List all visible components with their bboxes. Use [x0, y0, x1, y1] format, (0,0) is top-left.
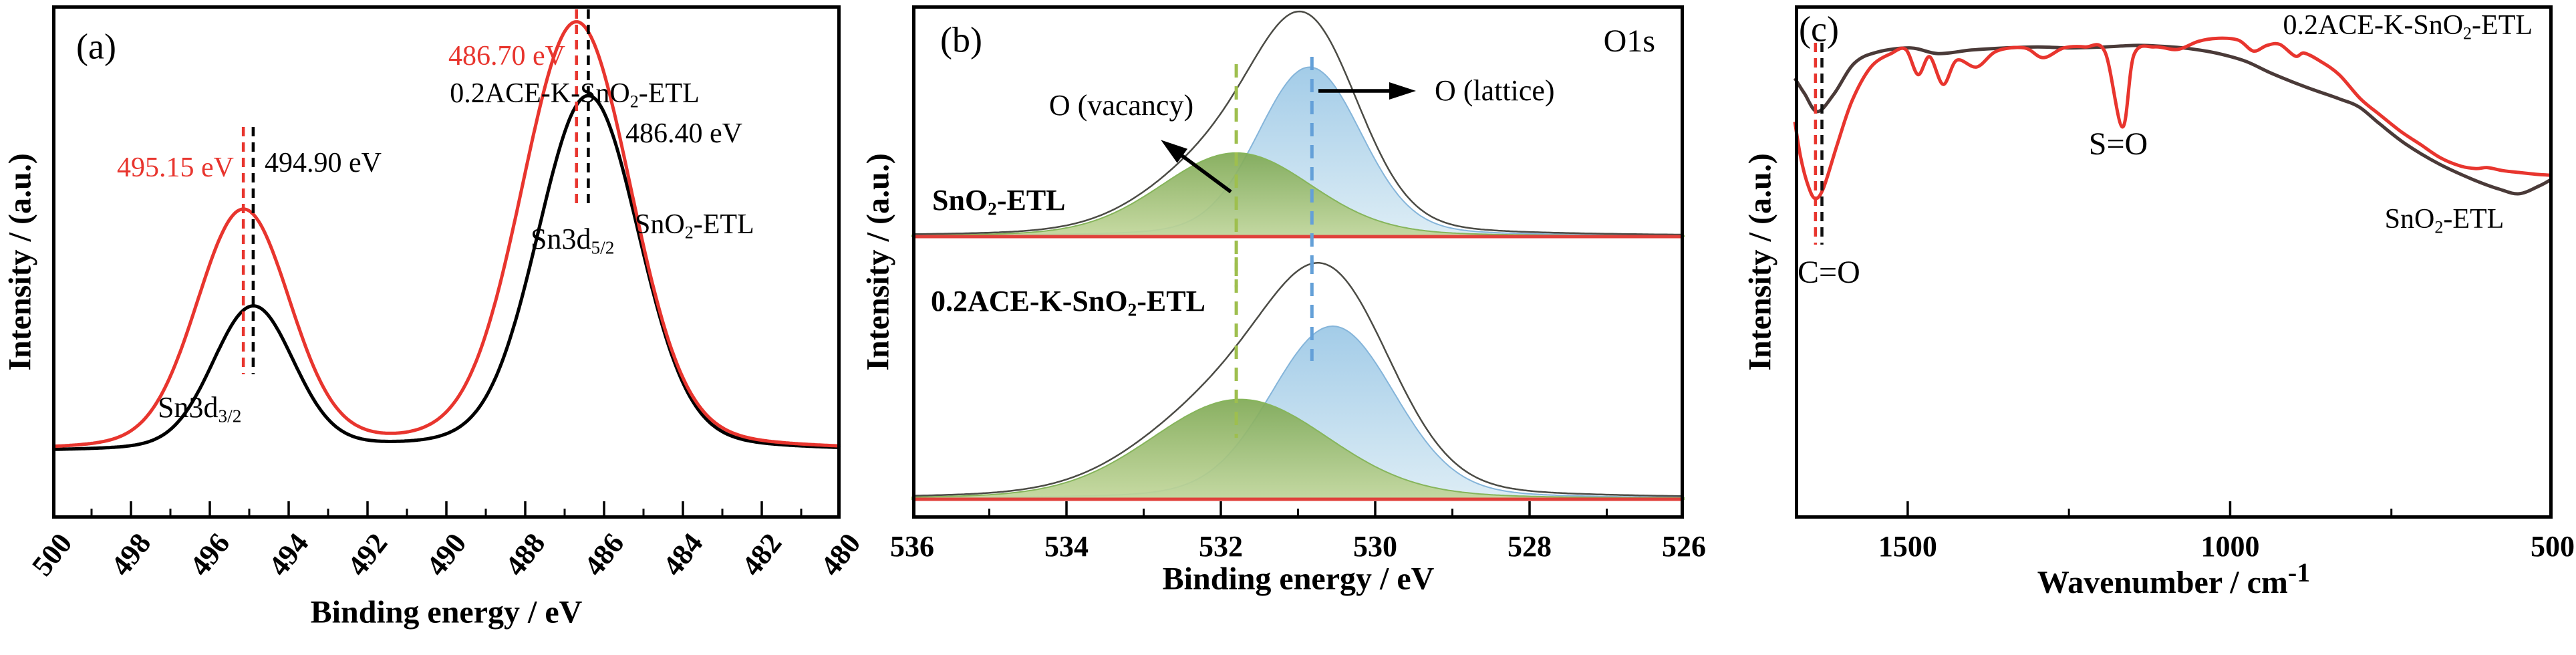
panel_a-tick-label-482: 482	[735, 527, 789, 582]
panel_a-tick-label-494: 494	[262, 527, 315, 582]
panel_a-peak-486-40: 486.40 eV	[625, 118, 742, 149]
panel_c-panel-label-c: (c)	[1799, 9, 1839, 49]
panel_b-frame	[912, 5, 1684, 519]
panel_a-tick-label-500: 500	[25, 527, 79, 582]
panel_a-panel-label-a: (a)	[76, 26, 116, 67]
panel_c-band-co: C=O	[1798, 254, 1860, 290]
panel_a-tick-label-484: 484	[656, 527, 710, 582]
panel_a-peak-494-90: 494.90 eV	[265, 147, 382, 178]
panel_b-tick-label-534: 534	[1044, 530, 1089, 563]
panel_a-label-sn3d32: Sn3d3/2	[158, 390, 242, 426]
panel_a-tick-label-492: 492	[341, 527, 394, 582]
curve-0.2ACE-K-SnO2-ETL	[51, 20, 841, 448]
panel_a-tick-label-488: 488	[498, 527, 552, 582]
panel_b-plot	[911, 5, 1685, 519]
curve-SnO2-ETL	[51, 94, 841, 451]
panel_c-y-axis-label: Intensity / (a.u.)	[1742, 153, 1778, 371]
panel_a-plot	[51, 5, 841, 519]
panel_b-tick-label-530: 530	[1353, 530, 1397, 563]
panel_c-frame	[1795, 5, 2553, 519]
panel_c-plot	[1793, 5, 2553, 519]
panel_a-frame	[52, 5, 841, 519]
panel_a-label-sn3d52: Sn3d5/2	[531, 222, 615, 258]
panel_b-sample-ace: 0.2ACE-K-SnO2-ETL	[931, 284, 1205, 320]
curve-0.2ACE-K-SnO2-ETL	[1793, 36, 2552, 201]
panel_b-y-axis-label: Intensity / (a.u.)	[860, 153, 896, 371]
panel_c-tick-label-500: 500	[2531, 530, 2575, 563]
fit-envelope-sub2	[911, 262, 1684, 497]
panel_b-tick-label-536: 536	[890, 530, 934, 563]
panel_b-component-vacancy-label: O (vacancy)	[1048, 88, 1194, 122]
panel_a-peak-495-15: 495.15 eV	[117, 152, 234, 183]
panel_b-core-level-label: O1s	[1603, 23, 1655, 59]
arrowhead	[1389, 82, 1416, 100]
panel_a-y-axis-label: Intensity / (a.u.)	[2, 153, 38, 371]
fit-envelope-sub1	[912, 10, 1684, 236]
panel_a-tick-label-480: 480	[814, 527, 867, 582]
panel_a-tick-label-490: 490	[420, 527, 473, 582]
panel_b-panel-label-b: (b)	[940, 19, 982, 60]
panel_a-sample-sno2: SnO2-ETL	[635, 209, 754, 243]
panel_b-tick-label-526: 526	[1662, 530, 1706, 563]
panel_c-sample-ace: 0.2ACE-K-SnO2-ETL	[2283, 10, 2533, 43]
panel_a-peak-486-70: 486.70 eV	[448, 40, 565, 72]
arrowhead	[1161, 140, 1188, 163]
panel_a-sample-ace: 0.2ACE-K-SnO2-ETL	[450, 78, 700, 112]
panel_b-x-axis-label: Binding energy / eV	[1162, 561, 1435, 597]
panel_b-component-lattice-label: O (lattice)	[1435, 74, 1555, 107]
panel_c-band-so: S=O	[2088, 126, 2148, 162]
panel_c-x-axis-label: Wavenumber / cm-1	[2037, 557, 2311, 600]
panel_b-tick-label-532: 532	[1199, 530, 1243, 563]
panel_a-x-axis-label: Binding energy / eV	[310, 594, 583, 630]
fit-green-sub2	[911, 398, 1685, 500]
panel_b-sample-sno2: SnO2-ETL	[932, 183, 1066, 219]
curve-SnO2-ETL	[1793, 43, 2553, 196]
panel_a-tick-label-498: 498	[104, 527, 158, 582]
panel_c-sample-sno2: SnO2-ETL	[2384, 204, 2505, 237]
panel_a-tick-label-486: 486	[577, 527, 631, 582]
panel_c-tick-label-1500: 1500	[1878, 530, 1937, 563]
panel_c-tick-label-1000: 1000	[2200, 530, 2260, 563]
panel_a-tick-label-496: 496	[183, 527, 237, 582]
panel_b-tick-label-528: 528	[1508, 530, 1552, 563]
